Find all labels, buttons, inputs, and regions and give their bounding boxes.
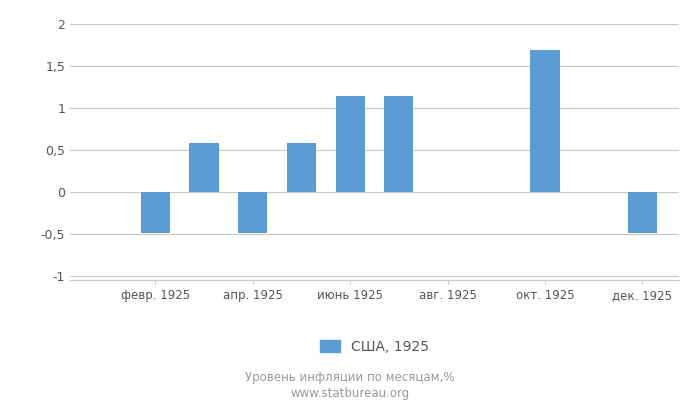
Legend: США, 1925: США, 1925 [319, 340, 430, 354]
Bar [238, 192, 267, 233]
Bar [335, 96, 365, 192]
Text: www.statbureau.org: www.statbureau.org [290, 388, 410, 400]
Text: Уровень инфляции по месяцам,%: Уровень инфляции по месяцам,% [245, 372, 455, 384]
Bar [287, 143, 316, 192]
Bar [384, 96, 414, 192]
Bar [141, 192, 170, 233]
Bar [628, 192, 657, 233]
Bar [190, 143, 218, 192]
Bar [531, 50, 559, 192]
